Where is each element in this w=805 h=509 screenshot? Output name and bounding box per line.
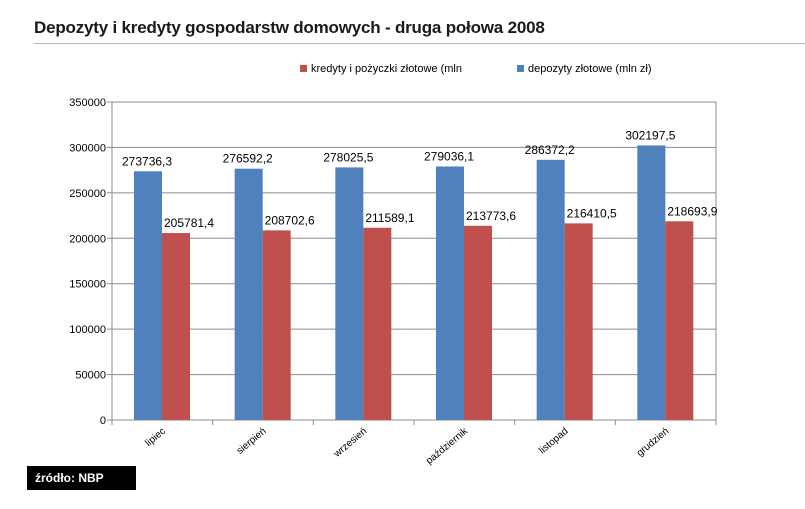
axes: 0 50000 100000 150000 200000 250000 300000 3500… bbox=[69, 97, 717, 427]
bar-depozyty bbox=[335, 167, 364, 420]
title-divider bbox=[34, 43, 805, 44]
data-label: 205781,4 bbox=[164, 216, 214, 230]
legend-swatch bbox=[300, 65, 307, 72]
x-tick-label: grudzień bbox=[635, 426, 671, 459]
bar-kredyty bbox=[665, 221, 694, 420]
y-tick-label: 200000 bbox=[69, 233, 106, 245]
bar-kredyty bbox=[162, 233, 190, 420]
x-tick-labels: lipiec sierpień wrzesień październik listopa… bbox=[143, 425, 671, 467]
y-tick-label: 250000 bbox=[69, 188, 106, 200]
data-label: 273736,3 bbox=[122, 154, 172, 168]
bar-depozyty bbox=[436, 166, 464, 420]
data-labels: 273736,3 205781,4 276592,2 208702,6 278025,5… bbox=[122, 128, 718, 230]
bar-depozyty bbox=[637, 145, 666, 420]
data-label: 279036,1 bbox=[424, 149, 474, 163]
data-label: 216410,5 bbox=[567, 206, 617, 220]
legend-label: kredyty i pożyczki złotowe (mln bbox=[311, 63, 462, 75]
bar-depozyty bbox=[536, 159, 565, 420]
plot-area-border bbox=[111, 101, 717, 421]
legend-label: depozyty złotowe (mln zł) bbox=[528, 63, 652, 75]
legend: kredyty i pożyczki złotowe (mln depozyty … bbox=[300, 63, 652, 75]
data-label: 211589,1 bbox=[365, 211, 414, 225]
data-label: 302197,5 bbox=[625, 128, 675, 142]
y-tick-label: 350000 bbox=[69, 97, 106, 109]
data-label: 213773,6 bbox=[466, 209, 516, 223]
gridlines bbox=[112, 101, 716, 421]
data-label: 278025,5 bbox=[323, 150, 373, 164]
bar-kredyty bbox=[464, 225, 492, 420]
x-tick-label: listopad bbox=[537, 426, 570, 457]
x-tick-label: wrzesień bbox=[331, 426, 369, 460]
y-tick-label: 0 bbox=[100, 415, 106, 427]
data-label: 218693,9 bbox=[667, 204, 717, 218]
data-label: 208702,6 bbox=[265, 213, 315, 227]
bar-depozyty bbox=[234, 168, 263, 420]
y-tick-label: 100000 bbox=[69, 324, 106, 336]
x-tick-label: sierpień bbox=[235, 426, 269, 457]
data-label: 286372,2 bbox=[525, 143, 575, 157]
page-title: Depozyty i kredyty gospodarstw domowych … bbox=[34, 18, 545, 37]
bar-depozyty bbox=[134, 171, 162, 420]
y-tick-label: 300000 bbox=[69, 142, 106, 154]
x-tick-label: październik bbox=[424, 425, 471, 467]
bar-kredyty bbox=[564, 223, 593, 420]
data-label: 276592,2 bbox=[223, 152, 273, 166]
bar-kredyty bbox=[363, 227, 392, 420]
y-tick-label: 150000 bbox=[69, 279, 106, 291]
y-tick-label: 50000 bbox=[75, 370, 106, 382]
legend-swatch bbox=[517, 65, 524, 72]
bars bbox=[134, 145, 694, 420]
x-tick-label: lipiec bbox=[143, 426, 168, 449]
bar-kredyty bbox=[262, 230, 291, 420]
source-label: źródło: NBP bbox=[27, 466, 136, 490]
